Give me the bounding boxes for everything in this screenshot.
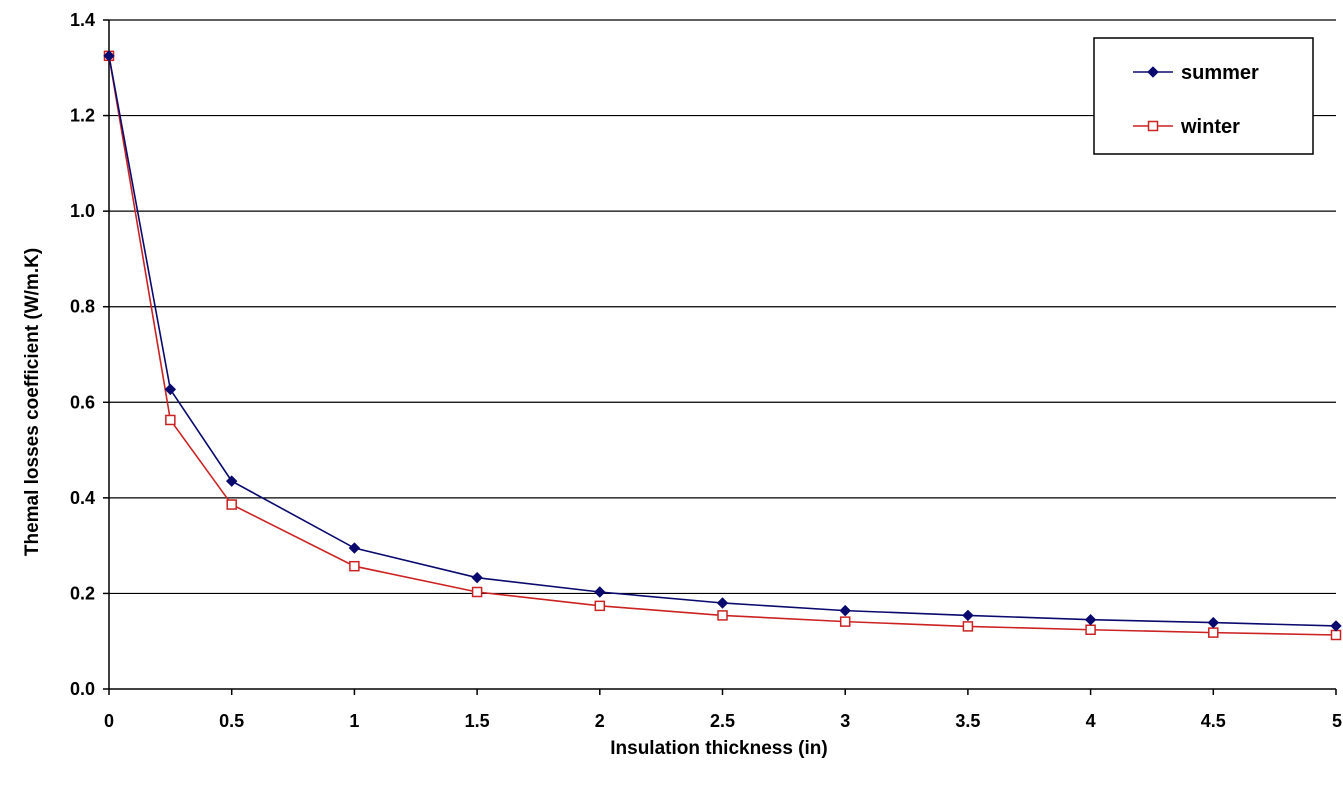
marker-summer-2 xyxy=(225,475,238,487)
x-tick-label-10: 5 xyxy=(1332,711,1342,731)
y-tick-label-3: 0.6 xyxy=(70,392,95,412)
x-tick-label-5: 2.5 xyxy=(710,711,735,731)
x-tick-label-4: 2 xyxy=(595,711,605,731)
marker-winter-5 xyxy=(594,600,606,612)
y-tick-label-4: 0.8 xyxy=(70,297,95,317)
series-line-winter xyxy=(108,55,1337,636)
legend: summer winter xyxy=(1093,37,1314,155)
legend-label-summer: summer xyxy=(1181,62,1259,84)
x-tick-label-0: 0 xyxy=(104,711,114,731)
marker-summer-11 xyxy=(1330,620,1342,632)
marker-winter-6 xyxy=(717,610,728,621)
series-markers xyxy=(103,50,1342,641)
x-tick-label-9: 4.5 xyxy=(1201,711,1226,731)
y-tick-label-6: 1.2 xyxy=(70,106,95,126)
marker-winter-3 xyxy=(349,560,360,572)
marker-summer-3 xyxy=(348,542,361,554)
legend-label-winter: winter xyxy=(1180,116,1240,138)
y-tick-labels: 0.0 0.2 0.4 0.6 0.8 1.0 1.2 1.4 xyxy=(70,10,95,699)
marker-winter-1 xyxy=(165,414,176,426)
x-tick-label-3: 1.5 xyxy=(465,711,490,731)
marker-winter-11 xyxy=(1330,629,1342,641)
y-axis-title: Themal losses coefficient (W/m.K) xyxy=(22,248,43,556)
axes xyxy=(103,19,1337,695)
marker-summer-1 xyxy=(164,383,177,396)
y-tick-label-5: 1.0 xyxy=(70,201,95,221)
marker-winter-9 xyxy=(1085,624,1096,635)
series-line-summer xyxy=(108,55,1337,627)
marker-winter-8 xyxy=(962,621,974,632)
marker-summer-5 xyxy=(594,586,606,598)
y-tick-label-2: 0.4 xyxy=(70,488,95,508)
x-tick-label-6: 3 xyxy=(840,711,850,731)
marker-summer-0 xyxy=(103,50,115,62)
marker-winter-4 xyxy=(471,586,483,598)
marker-summer-9 xyxy=(1084,614,1097,626)
marker-summer-7 xyxy=(839,604,851,617)
series-lines xyxy=(108,55,1337,636)
y-tick-label-7: 1.4 xyxy=(70,10,95,30)
x-tick-label-2: 1 xyxy=(349,711,359,731)
legend-marker-winter xyxy=(1147,120,1159,132)
x-tick-label-1: 0.5 xyxy=(219,711,244,731)
x-tick-label-8: 4 xyxy=(1086,711,1096,731)
marker-summer-8 xyxy=(962,609,974,622)
x-axis-title: Insulation thickness (in) xyxy=(610,738,827,759)
y-tick-label-1: 0.2 xyxy=(70,583,95,603)
x-tick-labels: 0 0.5 1 1.5 2 2.5 3 3.5 4 4.5 5 xyxy=(104,711,1342,731)
marker-winter-10 xyxy=(1208,627,1219,638)
marker-summer-10 xyxy=(1207,616,1220,629)
marker-winter-2 xyxy=(226,499,237,510)
legend-marker-summer xyxy=(1147,66,1159,78)
marker-summer-4 xyxy=(471,571,483,584)
legend-box xyxy=(1093,37,1314,155)
marker-winter-7 xyxy=(839,616,851,627)
marker-summer-6 xyxy=(716,597,729,609)
y-tick-label-0: 0.0 xyxy=(70,679,95,699)
grid-lines xyxy=(109,19,1336,595)
x-tick-label-7: 3.5 xyxy=(955,711,980,731)
